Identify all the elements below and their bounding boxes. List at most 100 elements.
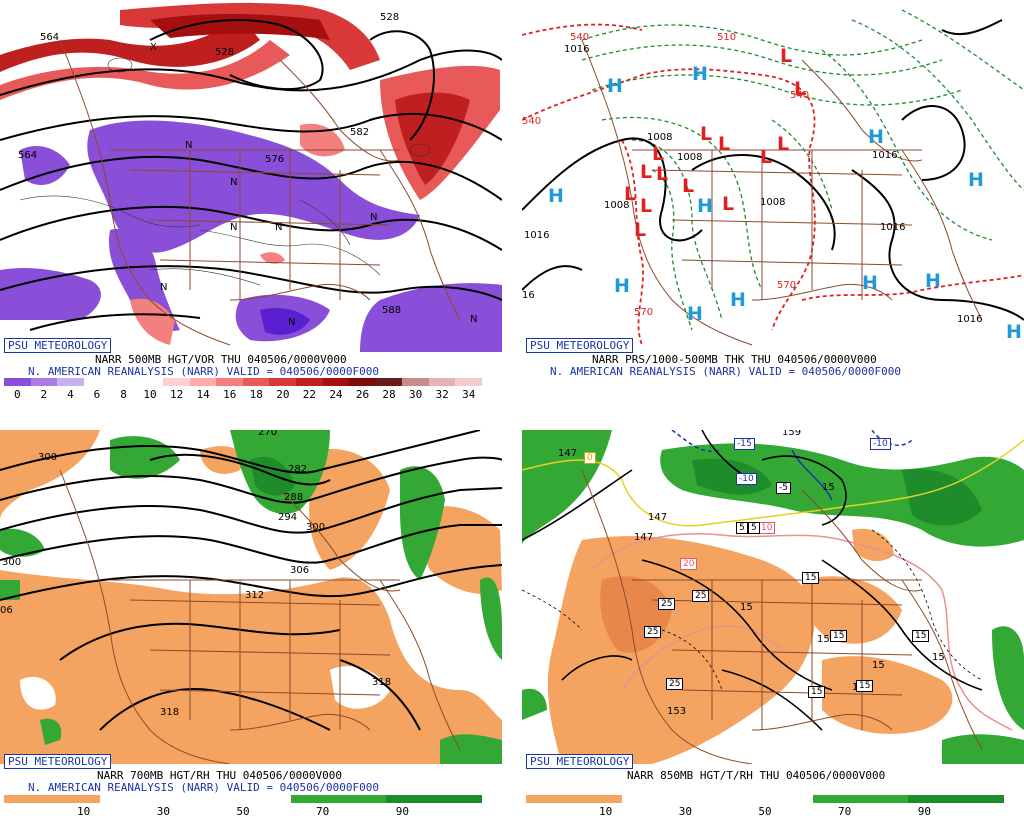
colorbar-swatch — [296, 378, 323, 386]
low-pressure-center: L — [718, 133, 730, 155]
low-pressure-center: L — [700, 123, 712, 145]
low-pressure-center: L — [780, 45, 792, 67]
psu-meteorology-badge: PSU METEOROLOGY — [526, 754, 634, 769]
isobar-label: 1016 — [564, 44, 589, 55]
colorbar-swatch — [30, 378, 58, 386]
temperature-label-box: 15 — [802, 572, 820, 584]
low-pressure-center: L — [682, 175, 694, 197]
temperature-label-box: -15 — [734, 438, 755, 450]
vorticity-colorbar-ticks: 0 2 4 6 8 10 12 14 16 18 20 22 24 26 28 30 32 34 — [4, 388, 482, 401]
contour-label: 06 — [0, 605, 13, 616]
colorbar-tick-label: 20 — [276, 388, 290, 401]
height-label: 15 — [740, 602, 753, 613]
vorticity-colorbar — [4, 378, 482, 386]
contour-label: 582 — [350, 127, 369, 138]
high-pressure-center: H — [862, 272, 878, 294]
temperature-label-box: 5 — [736, 522, 748, 534]
contour-label: 312 — [245, 590, 264, 601]
colorbar-swatch — [526, 795, 622, 803]
isobar-label: 1016 — [872, 150, 897, 161]
colorbar-swatch — [195, 795, 291, 803]
height-label: 159 — [782, 430, 801, 438]
high-pressure-center: H — [548, 185, 564, 207]
colorbar-tick-label: 18 — [249, 388, 263, 401]
height-label: 15 — [872, 660, 885, 671]
thickness-label: 510 — [717, 32, 736, 43]
map-mslp-thickness: 1016 1008 1008 1008 1016 1016 1016 1016 … — [522, 0, 1024, 352]
contour-label: 270 — [258, 430, 277, 438]
temperature-label-box: 15 — [856, 680, 874, 692]
high-pressure-center: H — [697, 195, 713, 217]
thickness-label: 570 — [777, 280, 796, 291]
colorbar-tick-label: 28 — [382, 388, 396, 401]
psu-meteorology-badge: PSU METEOROLOGY — [4, 338, 112, 353]
colorbar-tick-label: 30 — [678, 805, 692, 818]
contour-label: 306 — [290, 565, 309, 576]
colorbar-swatch — [216, 378, 243, 386]
low-pressure-center: L — [634, 219, 646, 241]
colorbar-tick-label: 70 — [316, 805, 330, 818]
map-500mb-vorticity: 528 528 564 576 582 588 564 N N N N N N … — [0, 0, 502, 352]
contour-label: 318 — [160, 707, 179, 718]
high-pressure-center: H — [730, 289, 746, 311]
high-pressure-center: H — [692, 63, 708, 85]
panel-700mb-rh: 300 282 288 294 300 306 312 318 318 300 … — [0, 430, 502, 819]
colorbar-tick-label: 50 — [236, 805, 250, 818]
thickness-label: 540 — [790, 90, 809, 101]
high-pressure-center: H — [687, 303, 703, 325]
colorbar-swatch — [402, 378, 429, 386]
vort-max-label: N — [230, 177, 237, 188]
colorbar-tick-label: 70 — [838, 805, 852, 818]
high-pressure-center: H — [925, 270, 941, 292]
contour-label: 300 — [38, 452, 57, 463]
colorbar-swatch — [4, 795, 100, 803]
low-pressure-center: L — [652, 143, 664, 165]
panel-500mb-vorticity: 528 528 564 576 582 588 564 N N N N N N … — [0, 0, 502, 403]
temperature-label-box: 25 — [658, 598, 676, 610]
colorbar-tick-label: 10 — [599, 805, 613, 818]
height-label: 15 — [932, 652, 945, 663]
contour-label: 300 — [2, 557, 21, 568]
colorbar-tick-label: 30 — [408, 388, 423, 401]
contour-label: 300 — [306, 522, 325, 533]
map-700mb-rh: 300 282 288 294 300 306 312 318 318 300 … — [0, 430, 502, 764]
temperature-label-box: 15 — [808, 686, 826, 698]
vort-max-label: N — [288, 317, 295, 328]
colorbar-swatch — [57, 378, 84, 386]
colorbar-tick-label: 0 — [13, 388, 21, 401]
colorbar-tick-label: 12 — [169, 388, 184, 401]
temperature-label-box: -10 — [870, 438, 891, 450]
colorbar-tick-label: 90 — [917, 805, 931, 818]
temperature-label-box: 25 — [692, 590, 710, 602]
contour-label: 528 — [215, 47, 234, 58]
rh-colorbar-ticks: 10 30 50 70 90 — [4, 805, 482, 818]
colorbar-swatch — [99, 795, 196, 803]
vort-max-label: N — [275, 222, 282, 233]
colorbar-swatch — [83, 378, 111, 386]
colorbar-swatch — [163, 378, 190, 386]
map-caption-line2: N. AMERICAN REANALYSIS (NARR) VALID = 04… — [28, 781, 379, 794]
colorbar-swatch — [455, 378, 482, 386]
isobar-label: 1008 — [760, 197, 785, 208]
colorbar-tick-label: 14 — [196, 388, 210, 401]
colorbar-swatch — [812, 795, 909, 803]
temperature-label-box: 10 — [758, 522, 776, 534]
thickness-label: 540 — [570, 32, 589, 43]
low-pressure-center: L — [656, 163, 668, 185]
temperature-label-box: 0 — [584, 452, 596, 464]
colorbar-swatch — [349, 378, 376, 386]
isobar-label: 1008 — [677, 152, 702, 163]
map-caption-line1: NARR 850MB HGT/T/RH THU 040506/0000V000 — [627, 769, 886, 782]
map-850mb-temp-rh: 147 147 153 153 15 15 15 153 15 147 159 — [522, 430, 1024, 764]
contour-label: 288 — [284, 492, 303, 503]
low-pressure-center: L — [640, 195, 652, 217]
psu-meteorology-badge: PSU METEOROLOGY — [526, 338, 634, 353]
temperature-label-box: 15 — [830, 630, 848, 642]
contour-label: 564 — [40, 32, 59, 43]
map-caption-line2: N. AMERICAN REANALYSIS (NARR) VALID = 04… — [550, 365, 901, 378]
colorbar-tick-label: 50 — [758, 805, 772, 818]
colorbar-swatch — [110, 378, 137, 386]
low-pressure-center: L — [777, 133, 789, 155]
vort-max-label: N — [185, 140, 192, 151]
temperature-label-box: 15 — [912, 630, 930, 642]
